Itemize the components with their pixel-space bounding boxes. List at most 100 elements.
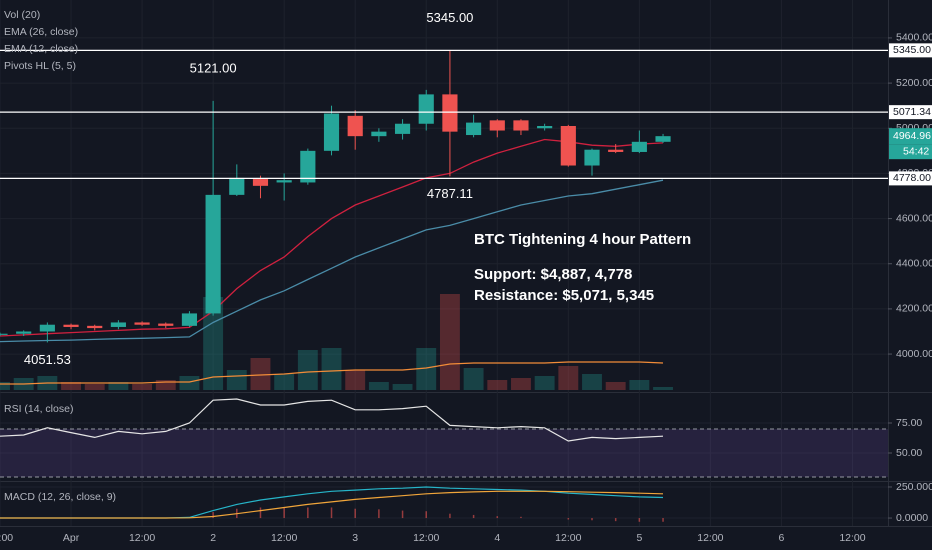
- y-tick-label: 0.0000: [896, 512, 928, 524]
- candle-body: [560, 126, 576, 166]
- candle-body: [584, 149, 600, 166]
- macd-histogram-bar: [662, 518, 664, 522]
- volume-bar: [84, 384, 105, 390]
- macd-histogram-bar: [330, 507, 333, 519]
- level-label-box: [889, 105, 932, 120]
- candle-body: [394, 123, 411, 134]
- x-tick-label: 6: [779, 532, 785, 544]
- candle-body: [16, 331, 32, 334]
- note-text: Resistance: $5,071, 5,345: [474, 287, 654, 304]
- candle-body: [158, 323, 174, 326]
- macd-histogram-bar: [378, 509, 380, 519]
- ema-line: [0, 138, 664, 337]
- volume-ma-line: [0, 361, 664, 385]
- y-tick-label: 50.00: [896, 447, 922, 459]
- macd-histogram-bar: [307, 507, 309, 519]
- macd-histogram-bar: [638, 518, 641, 522]
- candle-body: [466, 122, 482, 136]
- candle-body: [418, 94, 434, 124]
- level-label-box: [889, 171, 932, 186]
- candle-body: [205, 194, 221, 314]
- macd-histogram-bar: [472, 514, 475, 519]
- x-tick-label: 12:00: [129, 532, 155, 544]
- volume-bar: [0, 382, 10, 390]
- y-tick-label: 5200.00: [896, 77, 932, 89]
- y-tick-label: 5400.00: [896, 32, 932, 44]
- x-tick-label: Apr: [63, 532, 80, 544]
- macd-histogram-bar: [283, 507, 285, 519]
- volume-bar: [511, 378, 531, 390]
- volume-bar: [582, 374, 602, 390]
- x-tick-label: 12:00: [413, 532, 439, 544]
- volume-bar: [368, 382, 389, 390]
- y-tick-label: 4600.00: [896, 212, 932, 224]
- volume-bar: [605, 382, 626, 390]
- candle-body: [229, 177, 245, 195]
- note-text: BTC Tightening 4 hour Pattern: [474, 231, 691, 248]
- candle-body: [110, 322, 126, 327]
- pivot-label: 4051.53: [24, 352, 71, 367]
- volume-bar: [226, 370, 247, 390]
- candle-body: [631, 141, 647, 152]
- volume-bar: [487, 380, 508, 390]
- countdown-box: [889, 144, 932, 160]
- volume-bar: [297, 350, 318, 390]
- candle-body: [489, 120, 505, 131]
- note-text: Support: $4,887, 4,778: [474, 266, 632, 283]
- macd-histogram-bar: [591, 518, 593, 521]
- candle-body: [608, 149, 624, 152]
- ema-line: [0, 179, 664, 343]
- macd-histogram-bar: [401, 510, 404, 519]
- candle-body: [323, 113, 340, 151]
- pivot-label: 5345.00: [426, 10, 473, 25]
- volume-bar: [179, 376, 200, 390]
- level-label: 5345.00: [893, 44, 931, 56]
- candle-body: [39, 324, 55, 332]
- y-tick-label: 4200.00: [896, 303, 932, 315]
- x-tick-label: 2: [210, 532, 216, 544]
- volume-bar: [321, 348, 342, 390]
- macd-histogram-bar: [496, 516, 499, 519]
- candle-body: [300, 150, 316, 183]
- x-tick-label: 12:00: [271, 532, 297, 544]
- y-tick-label: 250.000: [896, 481, 932, 493]
- level-label: 5071.34: [893, 106, 931, 118]
- indicator-label: Vol (20): [4, 9, 40, 21]
- indicator-label: EMA (12, close): [4, 43, 78, 55]
- pivot-label: 5121.00: [190, 60, 237, 75]
- rsi-line: [0, 398, 664, 442]
- candle-body: [442, 94, 458, 132]
- candle-body: [371, 131, 387, 137]
- macd-line: [0, 490, 664, 519]
- plot-area: [0, 0, 888, 526]
- volume-bar: [155, 380, 176, 390]
- macd-histogram-bar: [212, 512, 214, 519]
- x-tick-label: 12:00: [697, 532, 723, 544]
- volume-bar: [558, 366, 579, 390]
- candle-body: [87, 325, 103, 329]
- candle-body: [181, 313, 198, 326]
- pivot-label: 4787.11: [427, 186, 473, 201]
- macd-histogram-bar: [449, 513, 451, 519]
- countdown-label: 54:42: [903, 145, 929, 157]
- x-tick-label: 12:00: [839, 532, 865, 544]
- volume-bar: [132, 384, 153, 390]
- volume-bar: [416, 348, 437, 390]
- indicator-label: Pivots HL (5, 5): [4, 60, 76, 72]
- candle-body: [513, 120, 529, 131]
- level-label-box: [889, 43, 932, 58]
- candle-body: [276, 180, 292, 183]
- volume-bar: [108, 382, 129, 390]
- volume-bar: [345, 370, 366, 390]
- x-tick-label: 5: [636, 532, 642, 544]
- x-tick-label: 12:00: [555, 532, 581, 544]
- level-label: 4778.00: [893, 172, 931, 184]
- last-price-label: 4964.96: [893, 130, 931, 142]
- candle-body: [537, 126, 553, 129]
- y-tick-label: 4000.00: [896, 348, 932, 360]
- x-tick-label: 4: [494, 532, 500, 544]
- volume-bar: [439, 294, 460, 390]
- volume-bar: [463, 368, 484, 390]
